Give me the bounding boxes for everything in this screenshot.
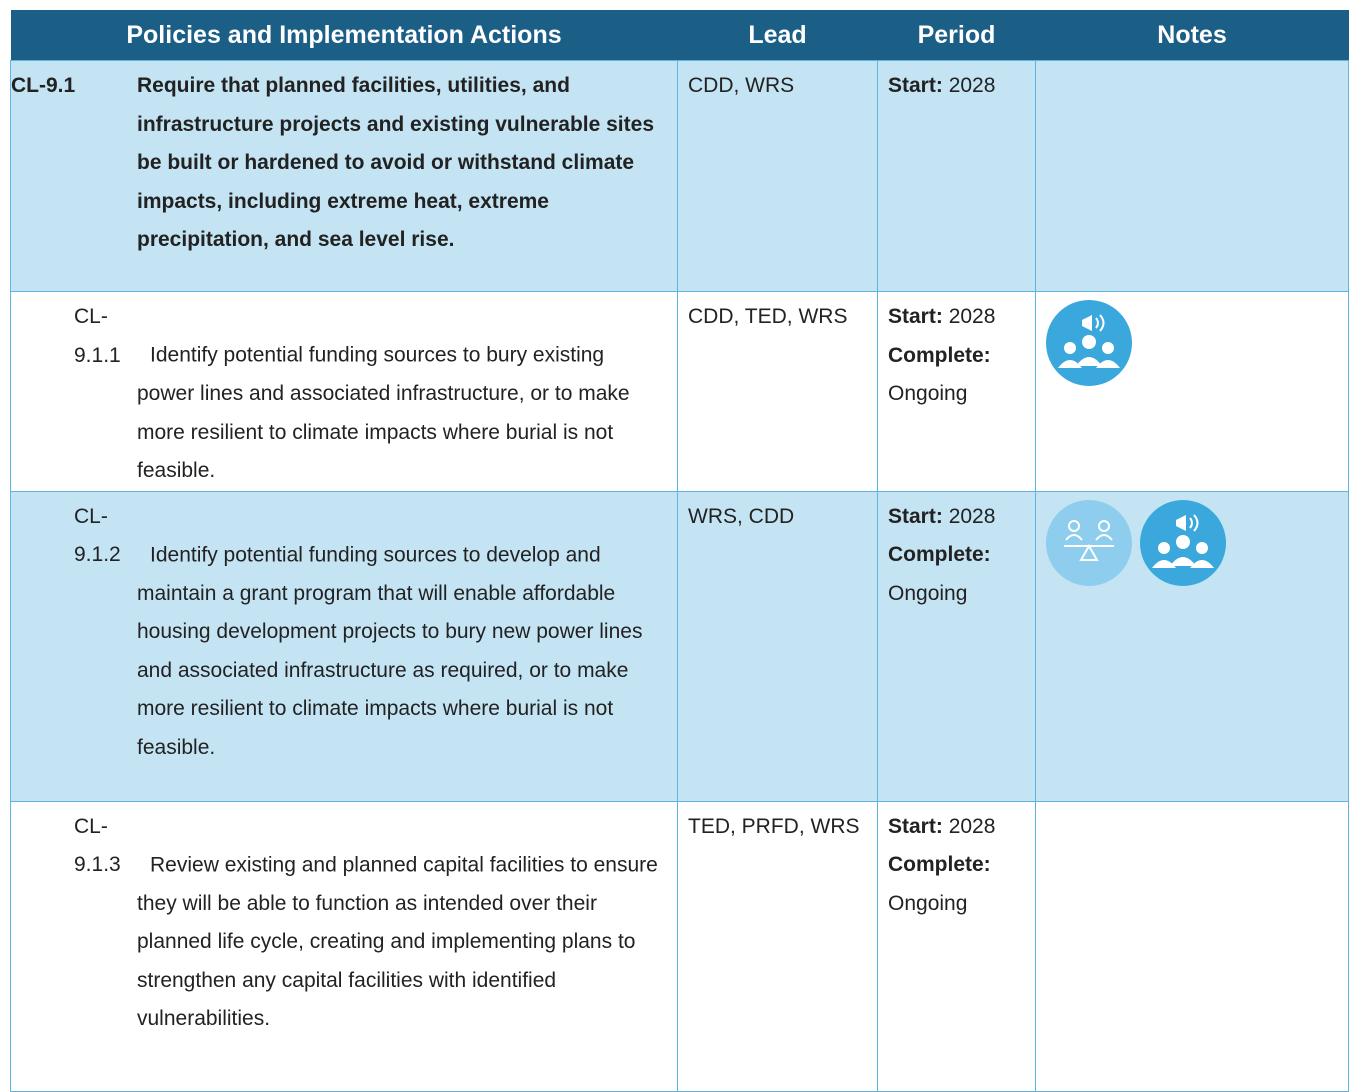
equity-icon xyxy=(1046,499,1132,586)
header-cell: Lead xyxy=(677,10,878,61)
action-text: Review existing and planned capital faci… xyxy=(137,853,658,1030)
complete-label: Complete: xyxy=(888,853,991,876)
action-id: CL-9.1.3 xyxy=(74,814,121,877)
engagement-icon xyxy=(1046,300,1132,386)
policy-text: Require that planned facilities, utiliti… xyxy=(137,74,654,251)
complete-value: Ongoing xyxy=(888,891,968,915)
header-cell: Policies and Implementation Actions xyxy=(10,10,678,61)
action-id: CL-9.1.2 xyxy=(74,504,121,567)
complete-value: Ongoing xyxy=(888,382,968,405)
notes-cell xyxy=(1035,60,1349,292)
start-value: 2028 xyxy=(948,305,996,328)
lead-cell: CDD, WRS xyxy=(677,60,878,292)
notes-cell xyxy=(1035,291,1349,492)
period-cell: Start: 2028 Complete: Ongoing xyxy=(877,291,1036,492)
complete-label: Complete: xyxy=(888,543,991,566)
policy-row: CL-9.1 Require that planned facilities, u… xyxy=(10,60,1349,292)
notes-cell xyxy=(1035,490,1349,802)
action-cell: CL-9.1.1 Identify potential funding sourc… xyxy=(10,291,678,492)
start-label: Start: xyxy=(888,74,943,97)
action-id: CL-9.1.1 xyxy=(74,305,121,367)
lead-cell: WRS, CDD xyxy=(677,490,878,802)
action-text: Identify potential funding sources to bu… xyxy=(137,343,630,483)
action-cell: CL-9.1.3 Review existing and planned capi… xyxy=(10,800,678,1092)
header-cell: Notes xyxy=(1035,10,1349,61)
period-cell: Start: 2028 xyxy=(877,60,1036,292)
engagement-icon xyxy=(1140,499,1226,586)
action-table: Policies and Implementation Actions Lead… xyxy=(10,10,1349,1092)
action-cell: CL-9.1 Require that planned facilities, u… xyxy=(10,60,678,292)
complete-label: Complete: xyxy=(888,343,991,367)
start-value: 2028 xyxy=(948,814,996,838)
action-row: CL-9.1.3 Review existing and planned capi… xyxy=(10,800,1349,1092)
start-label: Start: xyxy=(888,814,943,838)
lead-cell: CDD, TED, WRS xyxy=(677,291,878,492)
complete-value: Ongoing xyxy=(888,581,968,605)
start-value: 2028 xyxy=(948,504,996,528)
start-value: 2028 xyxy=(948,74,996,97)
action-cell: CL-9.1.2 Identify potential funding sourc… xyxy=(10,490,678,802)
action-row: CL-9.1.1 Identify potential funding sourc… xyxy=(10,291,1349,492)
action-text: Identify potential funding sources to de… xyxy=(137,543,643,759)
start-label: Start: xyxy=(888,305,943,328)
action-row: CL-9.1.2 Identify potential funding sourc… xyxy=(10,490,1349,802)
start-label: Start: xyxy=(888,504,943,528)
period-cell: Start: 2028 Complete: Ongoing xyxy=(877,490,1036,802)
period-cell: Start: 2028 Complete: Ongoing xyxy=(877,800,1036,1092)
policy-id: CL-9.1 xyxy=(11,74,76,97)
header-row: Policies and Implementation Actions Lead… xyxy=(10,10,1349,61)
header-cell: Period xyxy=(877,10,1036,61)
lead-cell: TED, PRFD, WRS xyxy=(677,800,878,1092)
notes-cell xyxy=(1035,800,1349,1092)
